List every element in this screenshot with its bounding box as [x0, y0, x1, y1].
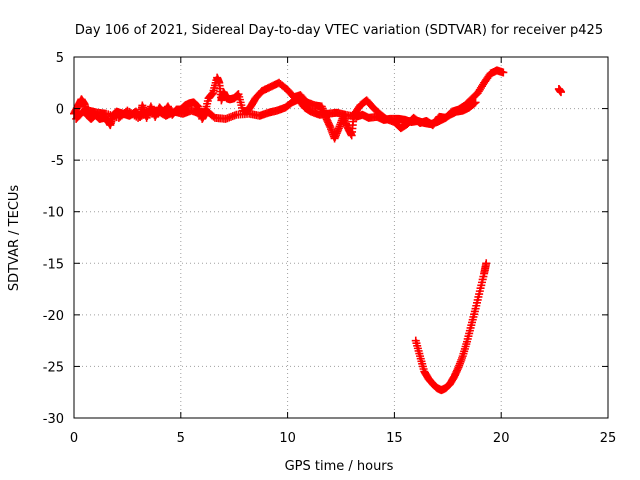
x-tick-label: 5	[177, 431, 185, 446]
y-tick-label: 0	[56, 103, 64, 118]
plot-border	[73, 56, 609, 419]
y-axis-label: SDTVAR / TECUs	[7, 185, 22, 292]
data-point	[482, 259, 491, 268]
x-tick-label: 20	[493, 431, 510, 446]
data-point	[471, 98, 480, 107]
data-point	[470, 99, 479, 108]
x-tick-label: 15	[386, 431, 403, 446]
y-tick-label: -5	[51, 154, 64, 169]
x-axis-label: GPS time / hours	[285, 459, 394, 474]
data-point	[557, 88, 566, 97]
x-tick-label: 0	[70, 431, 78, 446]
data-points	[70, 66, 566, 395]
data-point	[499, 68, 508, 77]
axes: 0 5 10 15 20 25 5 0 -5 -10 -15 -20 -25 -30	[43, 51, 617, 446]
y-tick-label: 5	[56, 51, 64, 66]
y-tick-label: -15	[43, 257, 64, 272]
y-tick-label: -25	[43, 360, 64, 375]
x-tick-label: 10	[279, 431, 296, 446]
y-tick-label: -10	[43, 206, 64, 221]
y-tick-label: -30	[43, 412, 64, 427]
x-tick-label: 25	[600, 431, 617, 446]
chart-title: Day 106 of 2021, Sidereal Day-to-day VTE…	[75, 23, 603, 38]
y-tick-label: -20	[43, 309, 64, 324]
